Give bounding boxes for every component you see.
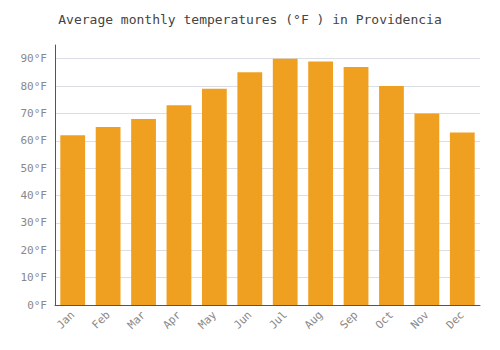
svg-text:Jun: Jun bbox=[231, 308, 254, 331]
svg-text:May: May bbox=[196, 308, 219, 331]
svg-text:0°F: 0°F bbox=[27, 299, 47, 312]
svg-text:Average monthly temperatures (: Average monthly temperatures (°F ) in Pr… bbox=[58, 12, 442, 27]
svg-text:Jan: Jan bbox=[54, 308, 77, 331]
svg-text:Nov: Nov bbox=[408, 308, 431, 331]
svg-text:Sep: Sep bbox=[337, 308, 360, 331]
svg-text:Apr: Apr bbox=[160, 308, 183, 331]
svg-text:10°F: 10°F bbox=[21, 271, 48, 284]
svg-text:Dec: Dec bbox=[444, 308, 467, 331]
svg-text:40°F: 40°F bbox=[21, 189, 48, 202]
svg-text:90°F: 90°F bbox=[21, 52, 48, 65]
svg-text:60°F: 60°F bbox=[21, 134, 48, 147]
svg-text:Aug: Aug bbox=[302, 308, 325, 331]
svg-text:Mar: Mar bbox=[125, 308, 148, 331]
svg-text:50°F: 50°F bbox=[21, 162, 48, 175]
svg-text:20°F: 20°F bbox=[21, 244, 48, 257]
svg-text:Jul: Jul bbox=[267, 308, 290, 331]
svg-text:Feb: Feb bbox=[89, 308, 112, 331]
svg-text:70°F: 70°F bbox=[21, 107, 48, 120]
svg-text:80°F: 80°F bbox=[21, 80, 48, 93]
svg-text:Oct: Oct bbox=[373, 308, 396, 331]
svg-text:30°F: 30°F bbox=[21, 216, 48, 229]
